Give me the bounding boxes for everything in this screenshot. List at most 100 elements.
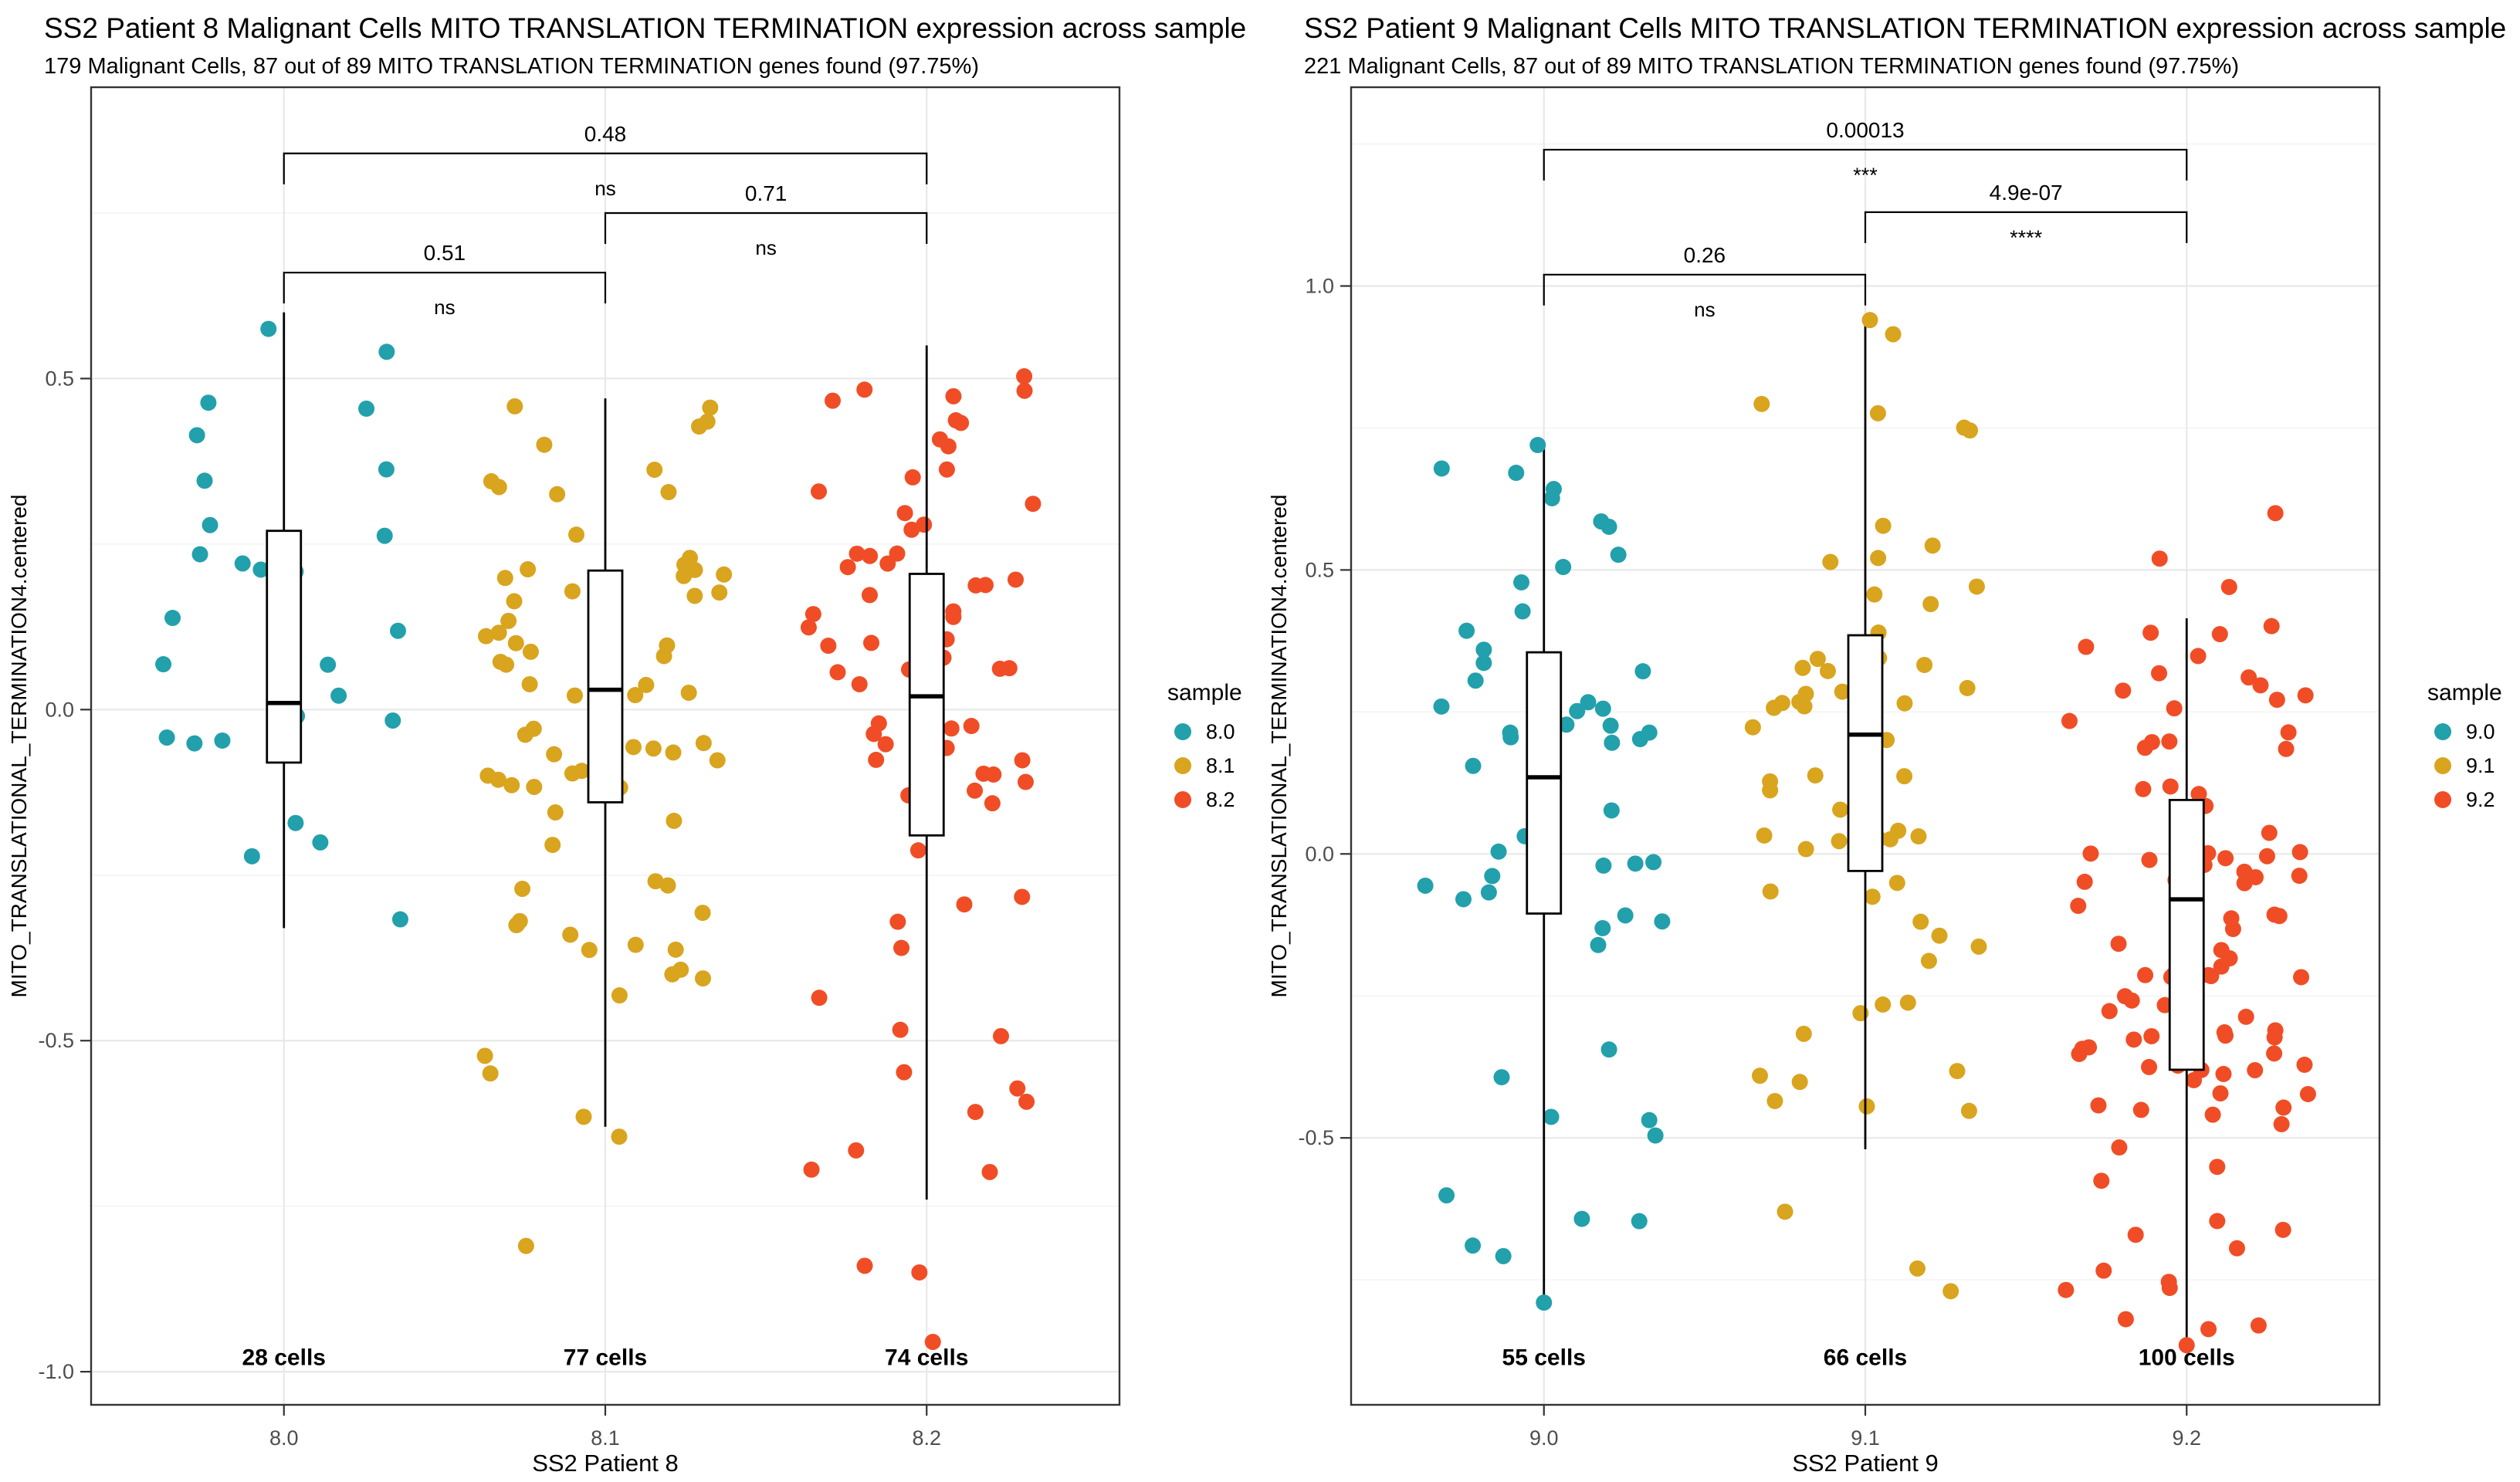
jitter-point	[384, 712, 401, 729]
legend-dot	[1174, 757, 1191, 774]
jitter-point	[320, 656, 337, 673]
jitter-point	[391, 911, 408, 928]
jitter-point	[1475, 655, 1492, 672]
jitter-point	[476, 1047, 493, 1064]
jitter-point	[234, 555, 251, 572]
jitter-points	[155, 343, 408, 928]
tip-point	[260, 320, 277, 337]
jitter-point	[2071, 1045, 2088, 1062]
jitter-point	[660, 484, 677, 501]
jitter-point	[893, 939, 910, 956]
jitter-point	[945, 387, 962, 404]
outlier-point	[517, 1237, 534, 1254]
jitter-point	[2291, 844, 2308, 861]
jitter-point	[1916, 656, 1933, 673]
jitter-point	[1493, 1069, 1510, 1086]
jitter-point	[1864, 888, 1881, 905]
jitter-point	[945, 603, 962, 620]
box	[1847, 634, 1884, 872]
jitter-point	[2258, 848, 2275, 864]
jitter-point	[1573, 1210, 1590, 1227]
jitter-point	[2237, 1008, 2254, 1025]
jitter-point	[695, 735, 712, 752]
plot-subtitle: 179 Malignant Cells, 87 out of 89 MITO T…	[44, 54, 979, 79]
plot-title: SS2 Patient 9 Malignant Cells MITO TRANS…	[1304, 12, 2506, 44]
jitter-point	[568, 526, 585, 543]
jitter-point	[2076, 873, 2093, 890]
jitter-point	[1794, 659, 1811, 676]
jitter-point	[1819, 662, 1836, 679]
jitter-point	[1762, 773, 1779, 790]
jitter-point	[716, 566, 733, 583]
jitter-point	[1910, 828, 1927, 845]
jitter-point	[1545, 481, 1562, 498]
box	[266, 530, 303, 764]
box	[587, 569, 624, 804]
jitter-point	[155, 656, 172, 673]
jitter-point	[665, 744, 682, 761]
jitter-point	[1508, 465, 1525, 482]
jitter-point	[848, 545, 865, 562]
tip-point	[2178, 1337, 2195, 1354]
tip-point	[611, 1128, 628, 1145]
jitter-point	[1756, 827, 1773, 844]
jitter-point	[848, 1142, 865, 1159]
jitter-point	[1475, 641, 1492, 658]
jitter-point	[574, 763, 591, 780]
jitter-point	[2185, 1071, 2202, 1088]
axis-title-x: SS2 Patient 9	[1792, 1450, 1939, 1477]
jitter-point	[1018, 1093, 1035, 1110]
jitter-point	[2127, 1227, 2144, 1243]
legend-label: 9.0	[2466, 720, 2495, 743]
jitter-point	[1922, 596, 1939, 613]
jitter-point	[943, 720, 960, 737]
jitter-point	[521, 675, 538, 692]
jitter-point	[2151, 665, 2168, 682]
jitter-point	[627, 936, 644, 953]
plot-title: SS2 Patient 8 Malignant Cells MITO TRANS…	[44, 12, 1246, 44]
bracket-line	[604, 211, 928, 244]
group-8.1: 77 cells	[476, 398, 733, 1371]
cells-count-label: 77 cells	[564, 1345, 647, 1371]
legend-dot	[2434, 757, 2451, 774]
jitter-point	[2101, 1003, 2118, 1020]
jitter-point	[522, 643, 539, 660]
jitter-points	[1417, 460, 1671, 1264]
jitter-point	[889, 913, 906, 930]
jitter-point	[638, 676, 655, 693]
jitter-point	[1791, 1074, 1808, 1091]
jitter-point	[686, 561, 703, 578]
jitter-point	[158, 729, 175, 746]
jitter-point	[2213, 958, 2230, 975]
jitter-point	[2160, 1274, 2177, 1291]
jitter-point	[2123, 992, 2140, 1009]
box	[908, 573, 945, 837]
significance-label: ****	[2010, 226, 2043, 249]
jitter-point	[1014, 888, 1031, 905]
jitter-point	[490, 624, 507, 641]
jitter-point	[686, 587, 703, 604]
jitter-point	[1866, 586, 1883, 603]
jitter-point	[1569, 702, 1586, 719]
jitter-point	[1807, 767, 1824, 784]
jitter-point	[544, 837, 561, 854]
jitter-point	[711, 584, 728, 601]
significance-bracket: 0.51 ns	[283, 241, 607, 319]
jitter-point	[1467, 672, 1484, 689]
y-tick-label: 0.0	[1305, 842, 1334, 865]
jitter-point	[2142, 624, 2159, 641]
significance-bracket: 0.71 ns	[604, 181, 928, 259]
jitter-point	[870, 715, 887, 732]
legend-label: 9.2	[2466, 788, 2495, 811]
jitter-point	[938, 461, 955, 478]
jitter-point	[1885, 326, 1902, 343]
jitter-point	[378, 343, 395, 360]
bracket-line	[283, 272, 607, 304]
legend-label: 8.2	[1206, 788, 1235, 811]
jitter-point	[800, 619, 817, 636]
jitter-point	[1438, 1187, 1455, 1204]
jitter-point	[2143, 1027, 2160, 1044]
jitter-point	[666, 812, 682, 829]
jitter-point	[1590, 936, 1607, 953]
jitter-point	[647, 873, 664, 890]
